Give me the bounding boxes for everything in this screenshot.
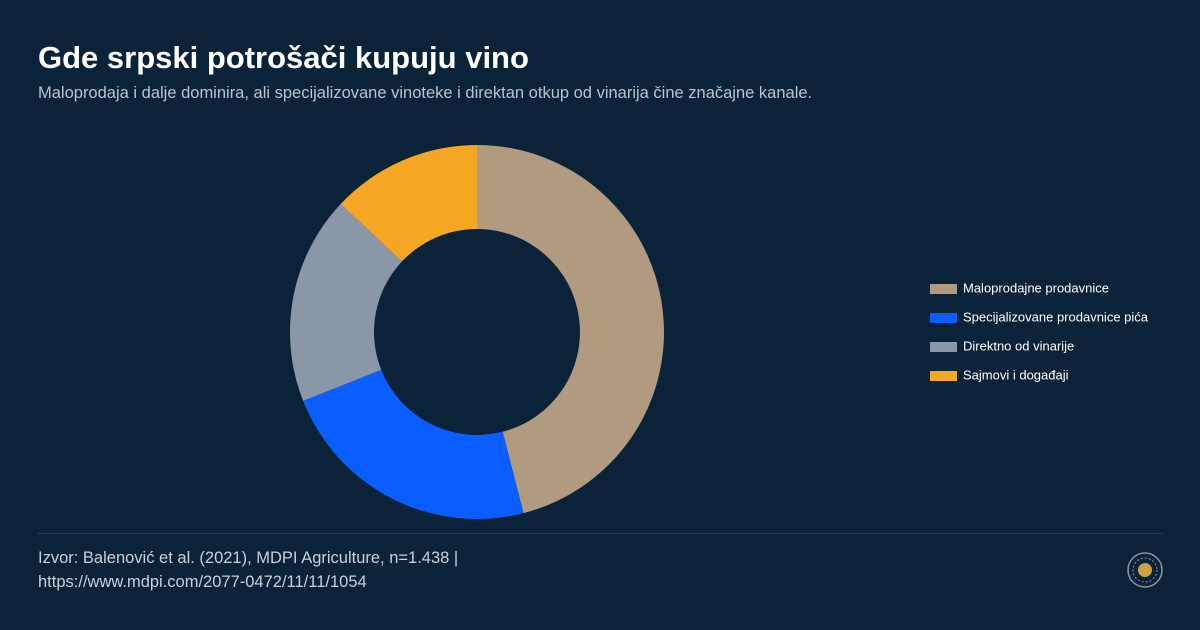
source-note: Izvor: Balenović et al. (2021), MDPI Agr… (38, 549, 459, 591)
donut-slice (303, 369, 524, 519)
legend-label: Direktno od vinarije (963, 338, 1074, 353)
divider (38, 533, 1163, 534)
donut-slice (340, 145, 477, 262)
legend-swatch (930, 371, 957, 381)
logo (1127, 552, 1163, 588)
chart-title: Gde srpski potrošači kupuju vino (38, 40, 529, 75)
chart-subtitle: Maloprodaja i dalje dominira, ali specij… (38, 84, 813, 102)
legend-label: Sajmovi i događaji (963, 367, 1069, 382)
donut-slice (290, 203, 402, 401)
legend-swatch (930, 284, 957, 294)
legend-swatch (930, 313, 957, 323)
legend-label: Maloprodajne prodavnice (963, 280, 1109, 295)
donut-slice (477, 145, 664, 514)
legend-swatch (930, 342, 957, 352)
legend-label: Specijalizovane prodavnice pića (963, 309, 1149, 324)
